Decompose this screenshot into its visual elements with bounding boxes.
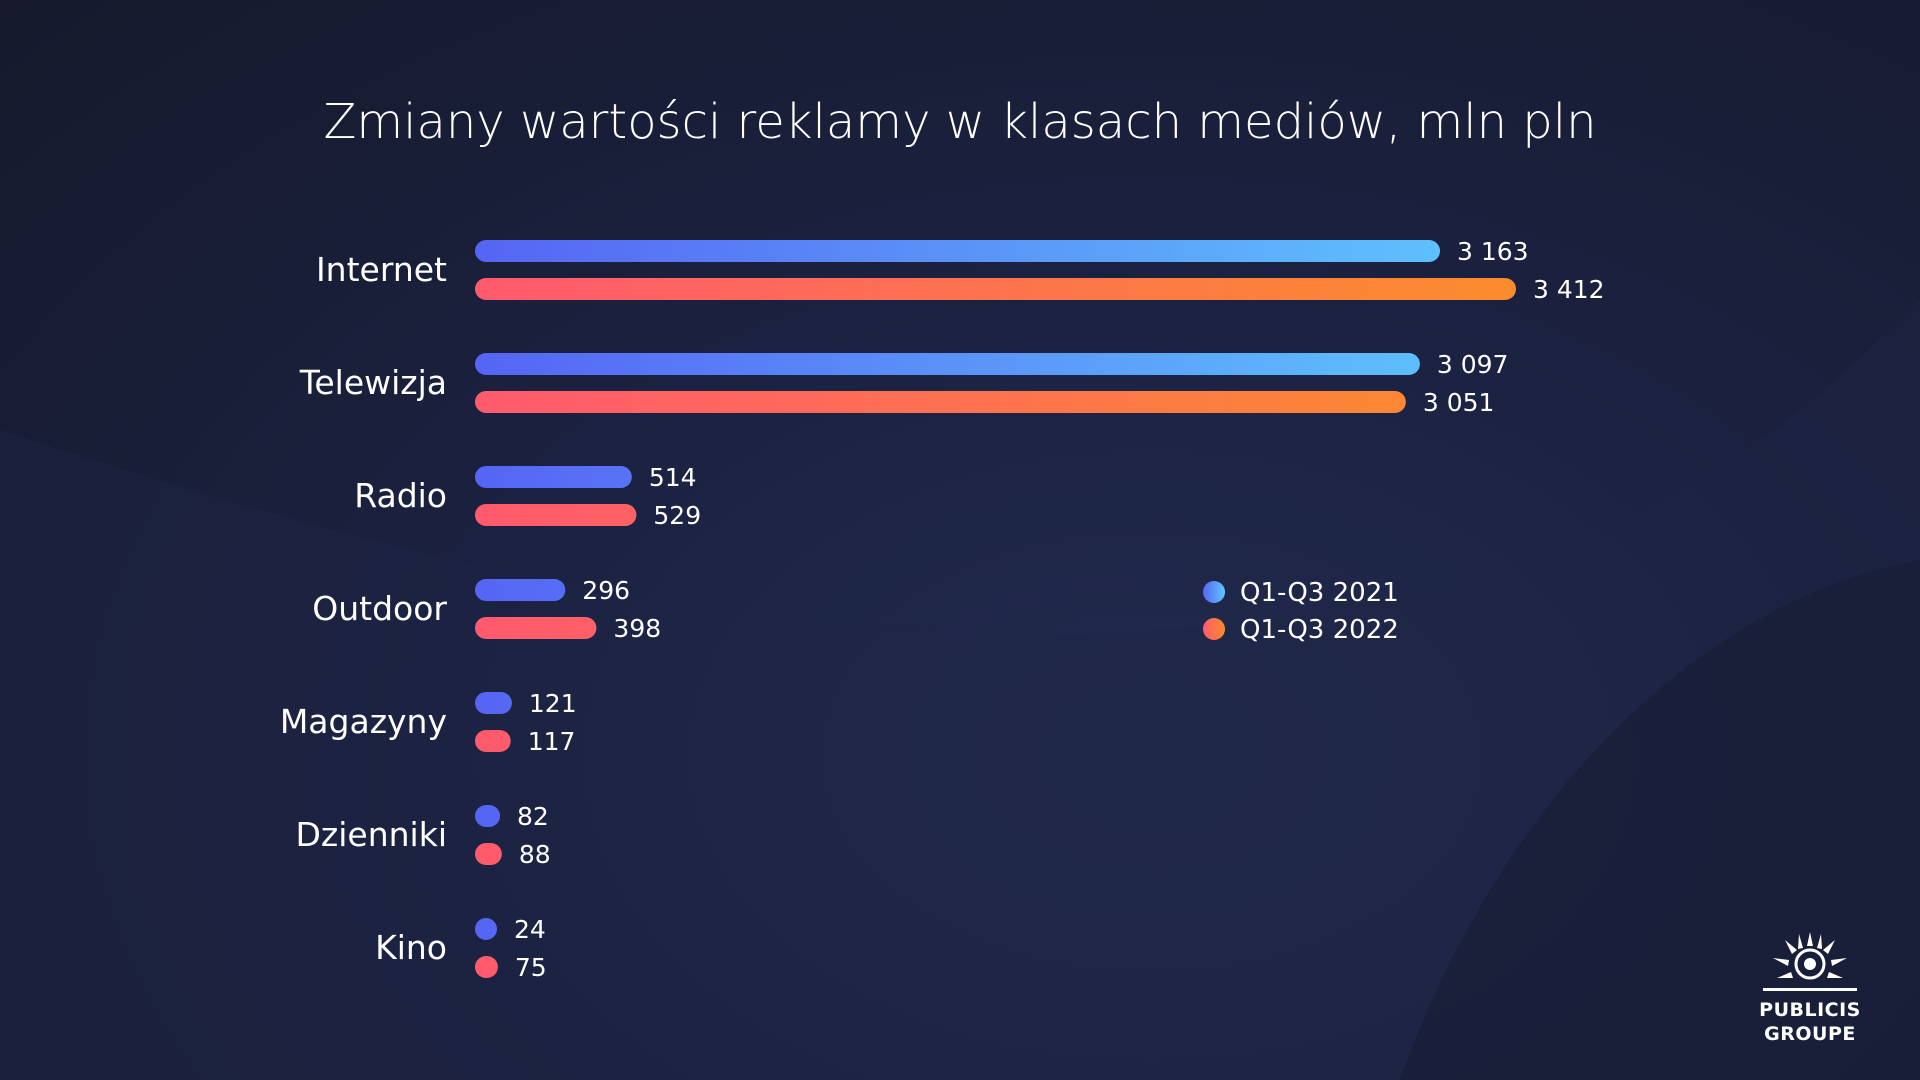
legend-label-series-1: Q1-Q3 2021 — [1240, 578, 1399, 608]
value-label-radio-series-2: 529 — [653, 501, 701, 530]
legend-marker-series-2 — [1203, 618, 1225, 640]
legend-marker-series-1 — [1203, 581, 1225, 603]
value-label-dzienniki-series-1: 82 — [517, 802, 549, 831]
category-label-dzienniki: Dzienniki — [296, 815, 447, 854]
category-label-outdoor: Outdoor — [312, 589, 447, 628]
value-label-outdoor-series-1: 296 — [582, 576, 630, 605]
value-label-telewizja-series-2: 3 051 — [1423, 388, 1495, 417]
value-label-outdoor-series-2: 398 — [613, 614, 661, 643]
chart-title: Zmiany wartości reklamy w klasach mediów… — [323, 94, 1596, 150]
bar-telewizja-series-1 — [475, 353, 1420, 375]
lion-emblem-icon — [1763, 932, 1857, 991]
publicis-logo: PUBLICIS GROUPE — [1740, 928, 1880, 1046]
value-label-internet-series-2: 3 412 — [1533, 275, 1605, 304]
category-label-internet: Internet — [316, 250, 447, 289]
bar-radio-series-2 — [475, 504, 637, 526]
value-label-kino-series-2: 75 — [515, 953, 547, 982]
value-label-magazyny-series-1: 121 — [529, 689, 577, 718]
bar-kino-series-2 — [475, 956, 498, 978]
legend-label-series-2: Q1-Q3 2022 — [1240, 615, 1399, 645]
bar-outdoor-series-1 — [475, 579, 566, 601]
value-label-magazyny-series-2: 117 — [528, 727, 576, 756]
value-label-internet-series-1: 3 163 — [1457, 237, 1529, 266]
category-label-magazyny: Magazyny — [280, 702, 447, 741]
bar-dzienniki-series-2 — [475, 843, 502, 865]
category-label-kino: Kino — [375, 928, 447, 967]
legend: Q1-Q3 2021 Q1-Q3 2022 — [1203, 578, 1399, 645]
bar-radio-series-1 — [475, 466, 632, 488]
bar-kino-series-1 — [475, 918, 497, 940]
category-label-telewizja: Telewizja — [299, 363, 447, 402]
bar-magazyny-series-1 — [475, 692, 512, 714]
value-label-kino-series-1: 24 — [514, 915, 546, 944]
value-label-telewizja-series-1: 3 097 — [1437, 350, 1509, 379]
value-label-radio-series-1: 514 — [649, 463, 697, 492]
bar-telewizja-series-2 — [475, 391, 1406, 413]
category-label-radio: Radio — [354, 476, 447, 515]
logo-line-2: GROUPE — [1764, 1023, 1856, 1045]
value-label-dzienniki-series-2: 88 — [519, 840, 551, 869]
bar-internet-series-2 — [475, 278, 1516, 300]
logo-line-1: PUBLICIS — [1759, 999, 1861, 1021]
bar-magazyny-series-2 — [475, 730, 511, 752]
bar-internet-series-1 — [475, 240, 1441, 262]
bar-outdoor-series-2 — [475, 617, 597, 639]
bar-dzienniki-series-1 — [475, 805, 501, 827]
